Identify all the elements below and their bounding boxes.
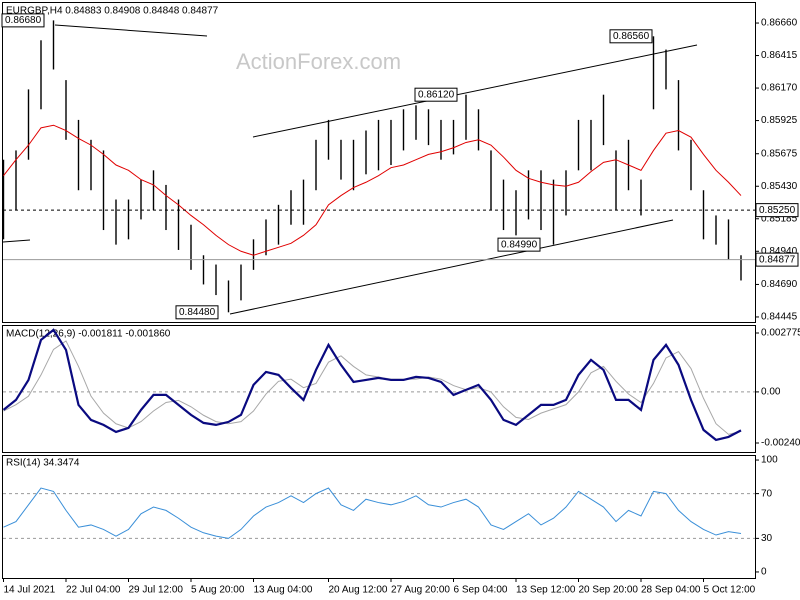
y-tick-label: 0.85185 bbox=[761, 213, 798, 224]
x-tick-label: 13 Aug 04:00 bbox=[254, 585, 313, 596]
y-tick-label: 0.85675 bbox=[761, 148, 798, 159]
y-tick-label: 0 bbox=[761, 567, 767, 578]
chart-title: EURGBP,H4 0.84883 0.84908 0.84848 0.8487… bbox=[6, 6, 219, 17]
rsi-panel bbox=[2, 455, 756, 579]
x-tick-label: 6 Sep 04:00 bbox=[454, 585, 508, 596]
annotation-label: 0.86560 bbox=[613, 31, 650, 42]
rsi-title: RSI(14) 34.3474 bbox=[6, 458, 80, 469]
y-tick-label: 0.002775 bbox=[761, 328, 800, 339]
annotation-label: 0.86120 bbox=[418, 89, 455, 100]
x-tick-label: 27 Aug 20:00 bbox=[391, 585, 450, 596]
x-tick-label: 20 Sep 20:00 bbox=[579, 585, 639, 596]
level-label-box bbox=[755, 203, 799, 218]
trend-line bbox=[54, 24, 208, 37]
y-tick-label: 0.84690 bbox=[761, 279, 798, 290]
x-tick-label: 5 Oct 12:00 bbox=[704, 585, 756, 596]
level-label: 0.84877 bbox=[759, 254, 796, 265]
series-line bbox=[3, 340, 742, 435]
x-tick-label: 28 Sep 04:00 bbox=[641, 585, 701, 596]
x-tick-label: 29 Jul 12:00 bbox=[129, 585, 184, 596]
annotation-box bbox=[414, 87, 458, 102]
x-tick-label: 14 Jul 2021 bbox=[4, 585, 56, 596]
y-tick-label: 100 bbox=[761, 455, 778, 466]
y-tick-label: 0.85430 bbox=[761, 181, 798, 192]
level-label: 0.85250 bbox=[759, 205, 796, 216]
annotation-label: 0.86680 bbox=[5, 15, 42, 26]
x-tick-label: 13 Sep 12:00 bbox=[516, 585, 576, 596]
y-tick-label: 30 bbox=[761, 533, 773, 544]
macd-title: MACD(12,26,9) -0.001811 -0.001860 bbox=[6, 329, 171, 340]
trend-line bbox=[229, 219, 674, 315]
annotation-label: 0.84990 bbox=[501, 239, 538, 250]
annotation-box bbox=[609, 29, 653, 44]
annotation-box bbox=[497, 237, 541, 252]
y-tick-label: 0.84940 bbox=[761, 246, 798, 257]
y-tick-label: 0.84445 bbox=[761, 312, 798, 323]
annotation-box bbox=[1, 13, 45, 28]
series-line bbox=[2, 328, 742, 442]
y-tick-label: 0.86170 bbox=[761, 83, 798, 94]
level-label-box bbox=[755, 252, 799, 267]
x-tick-label: 22 Jul 04:00 bbox=[66, 585, 121, 596]
y-tick-label: 0.00 bbox=[761, 387, 781, 398]
x-tick-label: 20 Aug 12:00 bbox=[329, 585, 388, 596]
annotation-box bbox=[175, 305, 219, 320]
y-tick-label: -0.002407 bbox=[761, 438, 800, 449]
y-tick-label: 0.85925 bbox=[761, 115, 798, 126]
price-panel bbox=[2, 2, 756, 323]
y-tick-label: 0.86660 bbox=[761, 18, 798, 29]
x-tick-label: 5 Aug 20:00 bbox=[191, 585, 245, 596]
watermark: ActionForex.com bbox=[236, 49, 401, 74]
trend-line bbox=[2, 239, 31, 243]
moving-average bbox=[3, 124, 742, 256]
series-line bbox=[3, 487, 742, 539]
annotation-label: 0.84480 bbox=[179, 307, 216, 318]
trend-line bbox=[252, 44, 698, 138]
y-tick-label: 70 bbox=[761, 488, 773, 499]
macd-panel bbox=[2, 325, 756, 453]
y-tick-label: 0.86415 bbox=[761, 50, 798, 61]
